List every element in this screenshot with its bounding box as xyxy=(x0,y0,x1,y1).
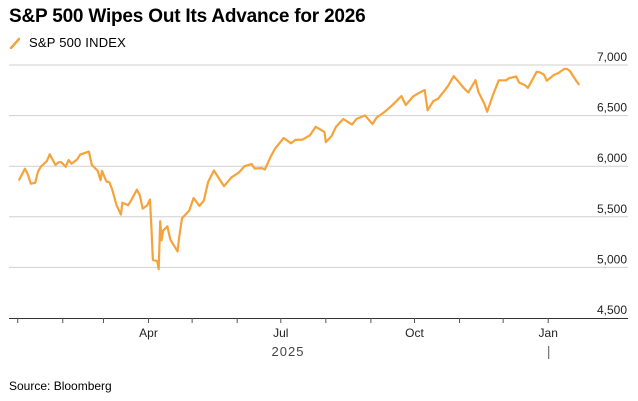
x-tick-label: Jan xyxy=(539,326,558,340)
x-tick-label: Apr xyxy=(139,326,158,340)
y-tick-label: 5,000 xyxy=(597,252,627,266)
y-tick-label: 4,500 xyxy=(597,303,627,317)
y-tick-label: 5,500 xyxy=(597,202,627,216)
x-tick-label: Jul xyxy=(273,326,288,340)
y-tick-label: 7,000 xyxy=(597,50,627,64)
legend-label: S&P 500 INDEX xyxy=(29,35,127,50)
legend-swatch xyxy=(9,37,21,49)
y-tick-label: 6,500 xyxy=(597,101,627,115)
series-line xyxy=(18,67,580,271)
source-note: Source: Bloomberg xyxy=(9,379,112,393)
legend: S&P 500 INDEX xyxy=(9,35,126,50)
x-group-label: 2025 xyxy=(272,344,305,359)
x-tick-label: Oct xyxy=(405,326,424,340)
chart-title: S&P 500 Wipes Out Its Advance for 2026 xyxy=(9,6,366,27)
y-tick-label: 6,000 xyxy=(597,151,627,165)
